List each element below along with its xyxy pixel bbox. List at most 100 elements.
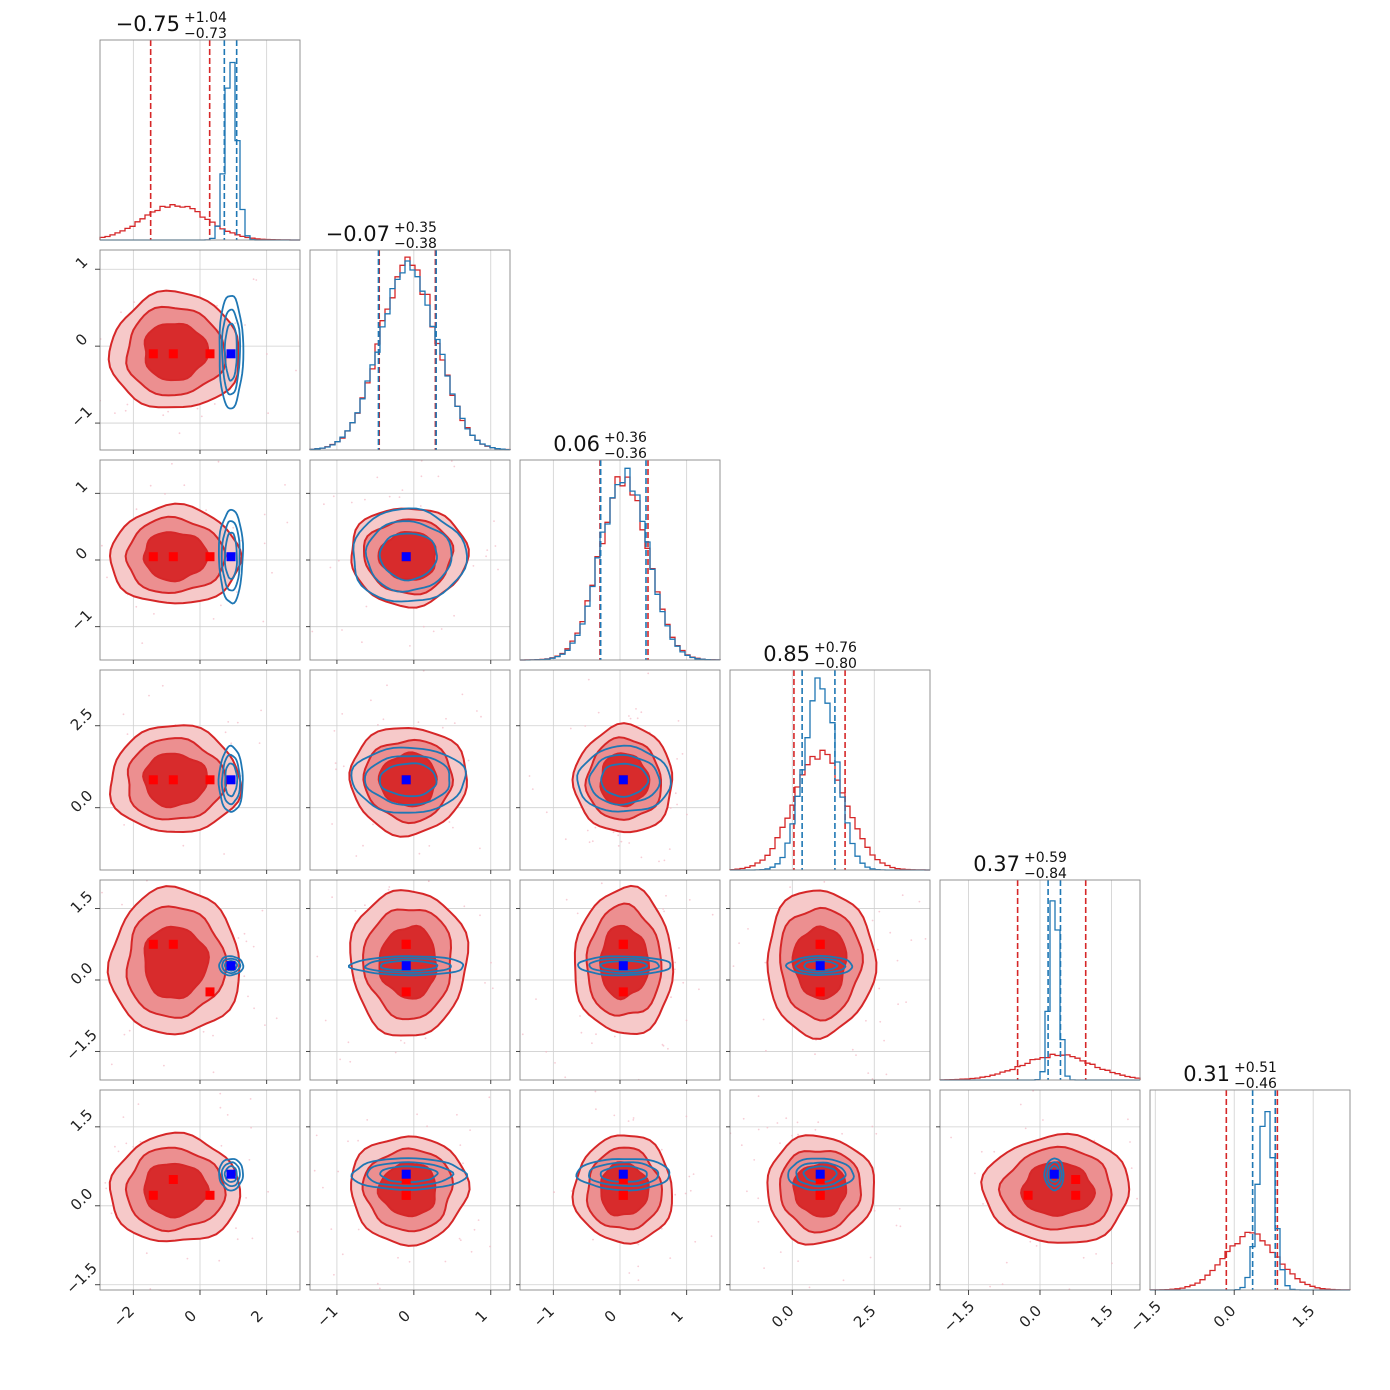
sample-point [883,1039,885,1042]
blue-contour [1046,1161,1063,1188]
sample-point [660,1148,663,1151]
x-tick-label: 0.0 [1016,1302,1046,1332]
sample-point [260,709,262,712]
sample-point [267,1190,269,1193]
sample-point [1024,1127,1027,1130]
x-tick-label: −1 [313,1302,341,1330]
sample-point [982,1203,984,1205]
sample-point [296,1230,299,1233]
sample-point [711,913,714,916]
sample-point [1136,1197,1138,1200]
sample-point [139,1140,142,1143]
blue-marker [226,1169,236,1179]
sample-point [989,1285,991,1288]
sample-point [851,877,853,879]
sample-point [323,503,325,506]
red-marker [401,1190,411,1200]
sample-point [980,1150,983,1153]
sample-point [528,775,531,777]
blue-contour [224,531,238,580]
y-tick-label: −1 [67,606,95,634]
hist-panel-3: 0.06 +0.36−0.36 [519,430,721,661]
sample-point [504,947,506,949]
sample-point [202,861,204,863]
panel-frame [309,669,511,871]
sample-point [418,852,421,855]
sample-point [237,937,240,939]
sample-point [376,476,379,479]
sample-point [394,1051,397,1054]
sample-point [207,1097,209,1099]
blue-marker [401,961,411,971]
blue-contour [224,762,239,798]
sample-point [110,1063,113,1066]
sample-point [270,734,272,736]
sample-point [355,855,358,857]
sample-point [808,1286,811,1289]
sample-point [738,942,740,945]
sample-point [469,1129,471,1131]
sample-point [416,1113,418,1116]
sample-point [480,715,482,718]
red-marker [205,552,215,562]
sample-point [873,1209,876,1212]
sample-point [448,821,451,823]
sample-point [97,589,99,591]
hist-title-minus: −0.73 [184,26,227,42]
sample-point [341,629,343,631]
sample-point [426,1125,428,1128]
sample-point [757,1095,760,1098]
sample-point [219,1092,222,1095]
sample-point [497,568,499,571]
y-tick-label: 1.5 [67,887,97,917]
sample-point [613,1035,616,1038]
sample-point [684,1192,687,1195]
sample-point [569,873,571,875]
sample-point [479,914,481,917]
red-marker [1071,1190,1081,1200]
sample-point [473,1228,476,1231]
sample-point [554,1062,556,1064]
sample-point [501,1171,503,1173]
red-marker [148,1190,158,1200]
sample-point [220,1144,223,1147]
sample-point [670,996,672,999]
sample-point [149,484,152,487]
blue-contour [350,1157,469,1192]
sample-point [370,699,372,702]
panel-frame [519,459,721,661]
sample-point [334,762,337,764]
sample-point [477,1219,480,1221]
sample-point [980,1320,982,1322]
sample-point [467,759,470,762]
sample-point [61,783,63,785]
sample-point [205,509,208,512]
sample-point [437,475,440,478]
sample-point [284,484,286,486]
sample-point [974,1172,976,1175]
contour-panel-3-1 [97,459,326,661]
sample-point [324,566,326,568]
blue-contour [223,322,238,382]
sample-point [243,975,246,978]
sample-point [688,1175,691,1178]
x-tick-label: 2 [247,1307,266,1326]
sample-point [212,618,215,620]
sample-point [167,410,170,413]
sample-point [1035,1245,1038,1247]
contour-panel-4-2 [270,669,511,871]
sample-point [1111,1262,1113,1265]
blue-contour [600,762,650,798]
sample-point [885,1073,888,1076]
sample-point [236,1238,239,1241]
sample-point [230,742,233,745]
contour-panel-5-2 [309,879,511,1081]
sample-point [403,1042,406,1044]
sample-point [313,1169,316,1172]
sample-point [365,605,368,608]
sample-point [339,1058,341,1061]
sample-point [386,684,388,687]
sample-point [685,1019,688,1022]
blue-marker [1049,1169,1059,1179]
sample-point [1005,1261,1008,1264]
